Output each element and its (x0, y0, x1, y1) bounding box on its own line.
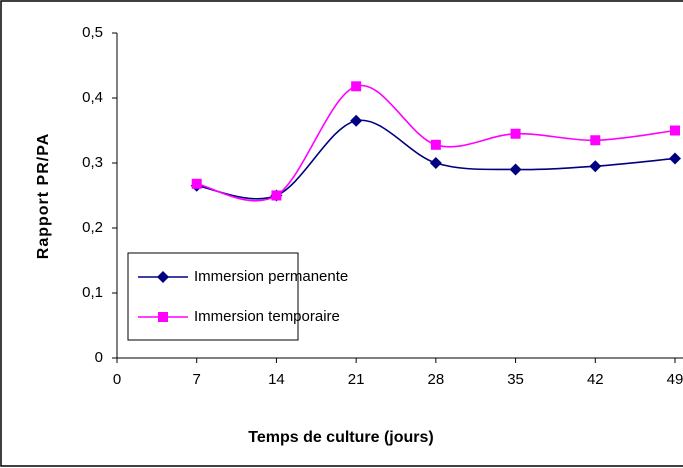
x-tick-label: 14 (268, 371, 285, 388)
marker (271, 190, 282, 201)
marker (589, 160, 602, 173)
x-tick-label: 35 (507, 371, 524, 388)
marker (590, 135, 601, 146)
marker (191, 178, 202, 189)
marker (429, 157, 442, 169)
y-tick-label: 0,4 (82, 89, 103, 106)
x-tick-label: 49 (667, 371, 683, 388)
marker (670, 125, 680, 136)
y-tick-label: 0 (95, 349, 103, 366)
legend-label: Immersion temporaire (194, 308, 340, 325)
legend-marker (157, 271, 169, 283)
legend-box (127, 252, 299, 341)
x-tick-label: 7 (193, 371, 201, 388)
marker (510, 128, 521, 139)
x-tick-label: 21 (348, 371, 365, 388)
x-tick-label: 28 (428, 371, 445, 388)
legend-label: Immersion permanente (194, 268, 348, 285)
y-tick-label: 0,2 (82, 219, 103, 236)
x-axis-label: Temps de culture (jours) (248, 429, 434, 446)
y-axis-label: Rapport PR/PA (35, 133, 52, 259)
marker (509, 163, 522, 176)
y-tick-label: 0,1 (82, 284, 103, 301)
y-tick-label: 0,5 (82, 24, 103, 41)
marker (669, 152, 681, 165)
marker (430, 139, 441, 150)
y-tick-label: 0,3 (82, 154, 103, 171)
legend-marker (158, 312, 168, 322)
marker (351, 81, 362, 92)
x-tick-label: 0 (113, 371, 121, 388)
x-tick-label: 42 (587, 371, 604, 388)
marker (350, 114, 363, 127)
